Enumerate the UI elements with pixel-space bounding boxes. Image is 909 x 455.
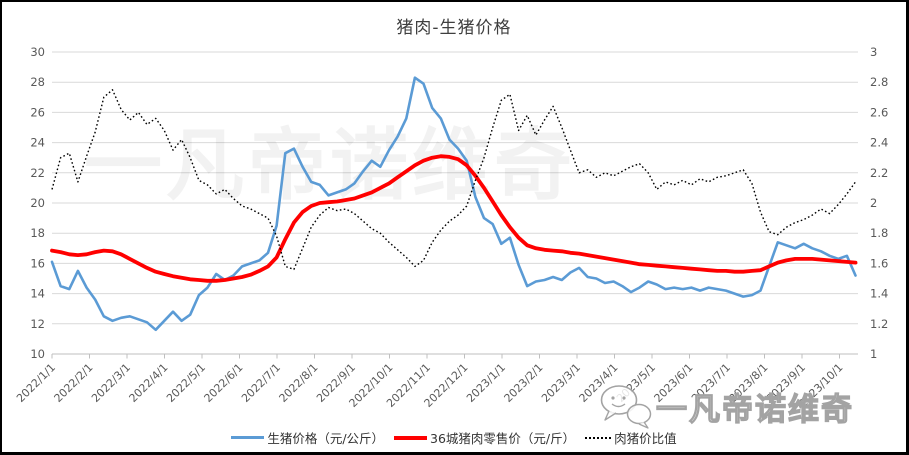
pork-retail-line-swatch [394,435,428,440]
legend-label-ratio: 肉猪价比值 [614,431,677,446]
x-tick-label: 2022/7/1 [239,361,283,405]
legend-item-ratio: 肉猪价比值 [585,428,677,447]
x-tick-label: 2022/3/1 [89,361,133,405]
legend-label-pork-retail: 36城猪肉零售价（元/斤） [430,431,576,446]
y-right-tick-label: 1 [870,347,877,361]
y-right-tick-label: 2.6 [870,105,888,119]
y-left-tick-label: 10 [30,347,45,361]
y-left-tick-label: 12 [30,317,45,331]
y-left-tick-label: 24 [30,136,45,150]
y-left-tick-label: 18 [30,226,45,240]
corner-watermark-text: 一凡帝诺维奇 [655,391,854,428]
y-right-tick-label: 1.6 [870,256,888,270]
legend-item-pig-price: 生猪价格（元/公斤） [231,428,384,447]
y-right-tick-label: 1.8 [870,226,888,240]
x-tick-label: 2022/5/1 [164,361,208,405]
x-tick-label: 2023/1/1 [464,361,508,405]
x-tick-label: 2022/2/1 [51,361,95,405]
y-right-tick-label: 2.8 [870,75,888,89]
chat-bubbles-icon [600,385,652,429]
chart-legend: 生猪价格（元/公斤） 36城猪肉零售价（元/斤） 肉猪价比值 [2,428,906,447]
x-tick-label: 2023/3/1 [539,361,583,405]
pork-retail-price-line [50,154,858,283]
y-left-tick-label: 16 [30,256,45,270]
x-tick-label: 2022/1/1 [14,361,58,405]
y-left-tick-label: 26 [30,105,45,119]
x-tick-label: 2022/4/1 [126,361,170,405]
y-right-tick-label: 1.4 [870,287,888,301]
x-tick-label: 2022/6/1 [201,361,245,405]
y-right-tick-label: 1.2 [870,317,888,331]
y-left-tick-label: 22 [30,166,45,180]
y-right-tick-label: 2 [870,196,877,210]
pork-pig-ratio-line [51,89,857,271]
y-left-tick-label: 30 [30,45,45,59]
legend-item-pork-retail: 36城猪肉零售价（元/斤） [394,428,575,447]
ratio-line-swatch [585,436,612,439]
y-right-tick-label: 2.4 [870,136,888,150]
pig-price-line [50,76,857,332]
y-left-tick-label: 20 [30,196,45,210]
x-tick-label: 2022/8/1 [276,361,320,405]
y-right-tick-label: 2.2 [870,166,888,180]
y-left-tick-label: 14 [30,287,45,301]
y-right-tick-label: 3 [870,45,877,59]
center-watermark-text: 一凡帝诺维奇 [84,121,576,211]
legend-label-pig-price: 生猪价格（元/公斤） [267,431,385,446]
y-left-tick-label: 28 [30,75,45,89]
chart-title: 猪肉-生猪价格 [396,18,512,38]
pig-price-line-swatch [231,436,265,439]
corner-watermark: 一凡帝诺维奇 [598,383,854,429]
x-tick-label: 2023/2/1 [501,361,545,405]
